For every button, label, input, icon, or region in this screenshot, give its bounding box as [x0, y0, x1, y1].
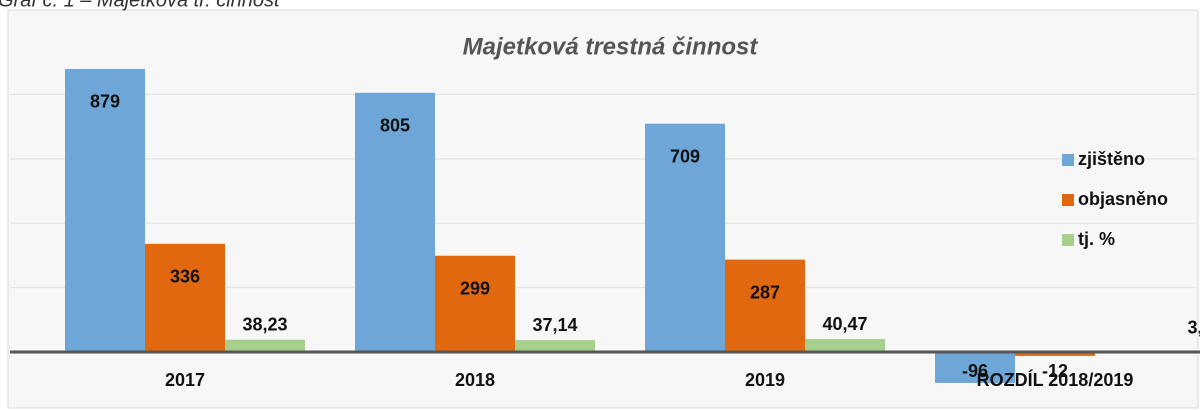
x-tick-label: 2018 — [455, 370, 495, 390]
chart-title: Majetková trestná činnost — [463, 33, 759, 60]
bar — [435, 255, 515, 353]
bar — [515, 340, 595, 353]
bar — [725, 259, 805, 353]
legend-swatch — [1062, 194, 1074, 206]
caption: Graf č. 1 – Majetková tr. činnost — [0, 0, 281, 11]
bar — [65, 68, 145, 353]
bar — [645, 123, 725, 353]
data-label: 805 — [380, 116, 410, 136]
bar — [225, 339, 305, 353]
bar — [1015, 352, 1095, 356]
legend-swatch — [1062, 234, 1074, 246]
data-label: 38,23 — [242, 314, 287, 334]
legend-label: objasněno — [1078, 189, 1168, 209]
data-label: 299 — [460, 278, 490, 298]
bar — [935, 352, 1015, 383]
data-label: 37,14 — [532, 315, 577, 335]
x-tick-label: 2019 — [745, 370, 785, 390]
data-label: 3,33 — [1187, 318, 1200, 338]
x-tick-label: ROZDÍL 2018/2019 — [977, 369, 1134, 390]
bar — [355, 92, 435, 353]
legend-label: tj. % — [1078, 229, 1115, 249]
bar — [805, 339, 885, 353]
legend-swatch — [1062, 154, 1074, 166]
data-label: 40,47 — [822, 314, 867, 334]
legend-label: zjištěno — [1078, 149, 1145, 169]
data-label: 709 — [670, 146, 700, 166]
x-tick-label: 2017 — [165, 370, 205, 390]
data-label: 287 — [750, 282, 780, 302]
bar — [145, 243, 225, 353]
data-label: -12 — [1042, 361, 1068, 381]
data-label: 879 — [90, 92, 120, 112]
data-label: 336 — [170, 267, 200, 287]
data-label: -96 — [962, 361, 988, 381]
